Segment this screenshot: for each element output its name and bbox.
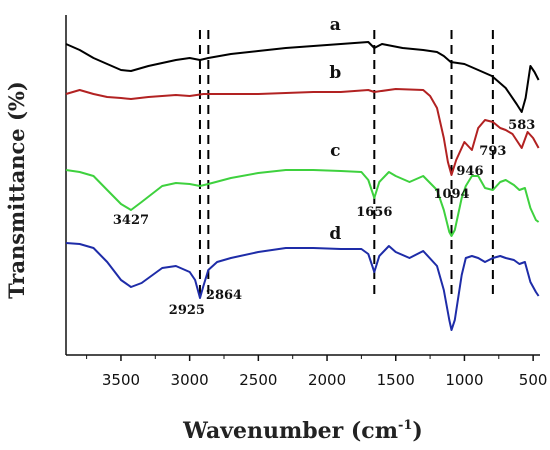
series-line-d — [65, 242, 540, 331]
annotation-583: 583 — [508, 118, 535, 133]
x-tick-label-3500: 3500 — [102, 371, 140, 389]
x-tick-label-500: 500 — [519, 371, 548, 389]
annotation-1656: 1656 — [356, 205, 392, 220]
annotation-2864: 2864 — [206, 288, 242, 303]
plot-frame — [65, 15, 540, 356]
annotation-946: 946 — [456, 164, 483, 179]
annotation-1094: 1094 — [433, 187, 469, 202]
y-axis-title: Transmittance (%) — [4, 81, 29, 299]
series-line-c — [65, 169, 540, 237]
spectra-curves — [65, 41, 540, 331]
series-line-a — [65, 41, 540, 113]
curve-label-b: b — [329, 63, 341, 83]
x-ticks: 3500 3000 2500 2000 1500 1000 500 — [86, 355, 548, 389]
curve-label-c: c — [330, 141, 340, 161]
x-tick-label-1000: 1000 — [445, 371, 483, 389]
curve-label-a: a — [330, 15, 341, 35]
x-tick-label-3000: 3000 — [171, 371, 209, 389]
x-axis-title: Wavenumber (cm-1) — [182, 418, 423, 444]
reference-lines — [198, 30, 494, 300]
curve-labels: a b c d — [329, 15, 341, 244]
series-line-b — [65, 88, 540, 176]
annotation-2925: 2925 — [169, 303, 205, 318]
curve-label-d: d — [329, 224, 341, 244]
x-tick-label-1500: 1500 — [377, 371, 415, 389]
x-tick-label-2000: 2000 — [308, 371, 346, 389]
annotation-793: 793 — [479, 144, 506, 159]
x-tick-label-2500: 2500 — [239, 371, 277, 389]
annotation-3427: 3427 — [113, 213, 149, 228]
